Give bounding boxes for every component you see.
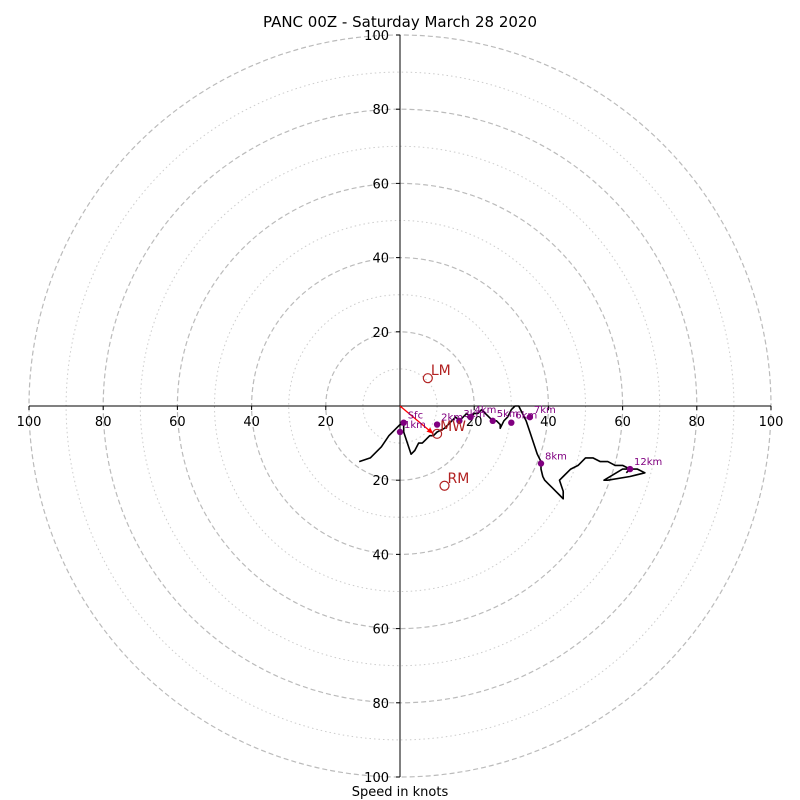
height-label-7km: 7km bbox=[534, 405, 556, 416]
tick-label-top-100: 100 bbox=[364, 29, 389, 44]
tick-label-bottom-100: 100 bbox=[364, 771, 389, 786]
storm-motion-markers: LM MW RM bbox=[422, 363, 470, 491]
hodograph-trace bbox=[358, 405, 646, 500]
tick-label-left-20: 20 bbox=[318, 415, 335, 430]
tick-label-left-80: 80 bbox=[95, 415, 112, 430]
height-marker-2km bbox=[433, 421, 441, 428]
storm-motion-label-mw: MW bbox=[440, 419, 466, 435]
height-marker-4km bbox=[467, 413, 474, 421]
tick-label-right-60: 60 bbox=[614, 415, 631, 430]
height-marker-8km bbox=[537, 460, 545, 467]
tick-label-left-60: 60 bbox=[169, 415, 186, 430]
height-label-12km: 12km bbox=[634, 457, 662, 468]
height-marker-6km bbox=[508, 419, 515, 426]
tick-label-bottom-80: 80 bbox=[372, 697, 389, 712]
tick-label-right-40: 40 bbox=[540, 415, 557, 430]
chart-title: PANC 00Z - Saturday March 28 2020 bbox=[263, 13, 537, 31]
x-axis-label: Speed in knots bbox=[352, 785, 449, 800]
height-marker-3km bbox=[456, 417, 463, 425]
tick-label-bottom-20: 20 bbox=[372, 474, 389, 489]
storm-motion-marker-lm bbox=[422, 373, 433, 384]
tick-label-bottom-40: 40 bbox=[372, 548, 389, 563]
bulk-shear-arrowhead bbox=[426, 427, 434, 434]
height-label-4km: 4km bbox=[474, 405, 496, 416]
height-label-1km: 1km bbox=[404, 420, 426, 431]
tick-label-left-40: 40 bbox=[243, 415, 260, 430]
height-label-3km: 3km bbox=[463, 409, 485, 420]
hodograph-series bbox=[358, 405, 646, 500]
height-marker-12km bbox=[626, 465, 634, 473]
height-marker-5km bbox=[489, 417, 496, 425]
height-marker-7km bbox=[526, 413, 534, 421]
tick-label-right-100: 100 bbox=[759, 415, 784, 430]
storm-motion-label-rm: RM bbox=[448, 471, 470, 487]
height-label-5km: 5km bbox=[497, 409, 519, 420]
height-label-2km: 2km bbox=[441, 413, 463, 424]
tick-label-right-80: 80 bbox=[689, 415, 706, 430]
bulk-shear-vector bbox=[399, 405, 434, 435]
tick-labels: 100 80 60 40 20 20 40 60 80 100100806040202040608… bbox=[17, 29, 784, 786]
storm-motion-marker-rm bbox=[439, 480, 450, 491]
tick-label-top-40: 40 bbox=[372, 252, 389, 267]
tick-label-left-100: 100 bbox=[17, 415, 42, 430]
tick-label-top-60: 60 bbox=[372, 177, 389, 192]
height-label-sfc: Sfc bbox=[408, 411, 423, 422]
tick-label-top-80: 80 bbox=[372, 103, 389, 118]
height-label-6km: 6km bbox=[515, 411, 537, 422]
tick-label-bottom-60: 60 bbox=[372, 623, 389, 638]
height-marker-sfc bbox=[400, 419, 407, 426]
storm-motion-marker-mw bbox=[432, 428, 443, 439]
height-marker-1km bbox=[396, 428, 404, 436]
height-label-8km: 8km bbox=[545, 452, 567, 463]
tick-label-top-20: 20 bbox=[372, 326, 389, 341]
storm-motion-label-lm: LM bbox=[431, 363, 451, 379]
